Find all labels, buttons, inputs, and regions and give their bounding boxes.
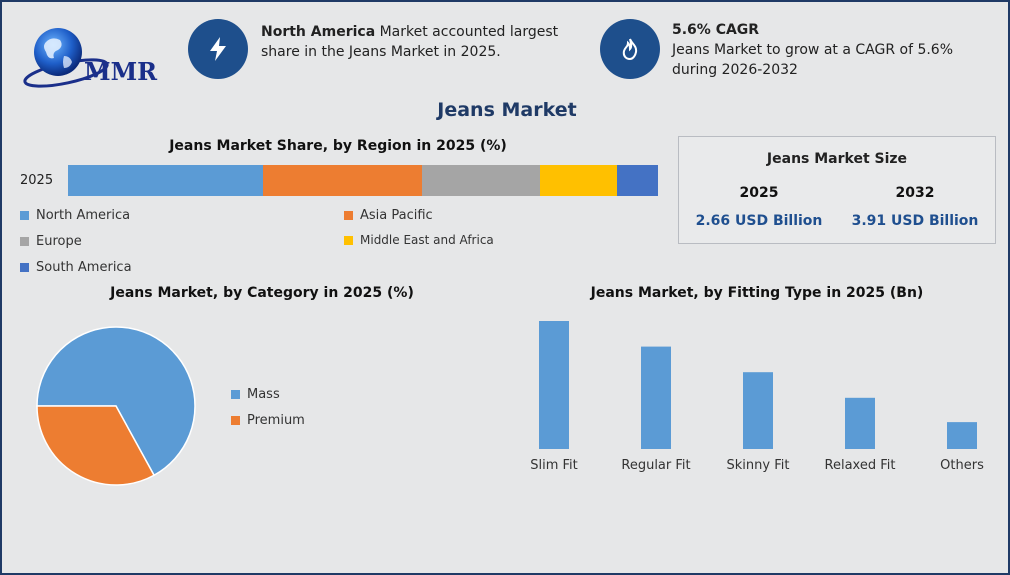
legend-premium: Premium — [231, 413, 305, 428]
legend-swatch — [20, 237, 29, 246]
region-stacked-bar — [68, 165, 658, 196]
bar-category-label: Regular Fit — [621, 458, 690, 473]
legend-label: Mass — [247, 387, 280, 402]
legend-europe: Europe — [20, 234, 82, 249]
info-1-bold: North America — [261, 24, 376, 40]
info-circle-1 — [188, 19, 248, 79]
bar-regular-fit — [641, 346, 671, 449]
legend-swatch — [344, 235, 353, 245]
bar-category-label: Others — [940, 458, 984, 473]
market-size-value: 3.91 USD Billion — [851, 213, 979, 229]
legend-label: Middle East and Africa — [360, 233, 494, 247]
pie-slice-premium — [36, 405, 156, 486]
legend-label: Premium — [247, 413, 305, 428]
segment-europe — [421, 165, 540, 196]
legend-south-america: South America — [20, 260, 132, 275]
bar-category-label: Relaxed Fit — [825, 458, 896, 473]
page-title: Jeans Market — [437, 99, 577, 121]
market-size-value: 2.66 USD Billion — [695, 213, 823, 229]
market-size-year: 2025 — [739, 185, 779, 201]
bar-relaxed-fit — [845, 397, 875, 449]
segment-mea — [539, 165, 617, 196]
legend-label: Asia Pacific — [360, 208, 433, 223]
info-2-bold: 5.6% CAGR — [672, 22, 760, 38]
mmr-logo: MMR — [23, 28, 158, 88]
fitting-chart-title: Jeans Market, by Fitting Type in 2025 (B… — [590, 285, 924, 301]
bar-others — [947, 422, 977, 449]
market-size-box: Jeans Market Size 2025 2.66 USD Billion … — [678, 136, 996, 244]
info-text-1: North America Market accounted largest s… — [261, 22, 581, 62]
bar-category-label: Slim Fit — [530, 458, 578, 473]
bar-category-label: Skinny Fit — [727, 458, 790, 473]
legend-asia-pacific: Asia Pacific — [344, 208, 433, 223]
segment-south-america — [616, 165, 658, 196]
legend-mea: Middle East and Africa — [344, 233, 494, 247]
fitting-bar-chart: Slim Fit Regular Fit Skinny Fit Relaxed Fit… — [530, 321, 984, 473]
fire-icon — [622, 38, 638, 61]
pie-slice-mass — [36, 326, 196, 477]
info-1-text: Market accounted largest share in the Je… — [261, 24, 559, 60]
region-chart-title: Jeans Market Share, by Region in 2025 (%… — [169, 138, 507, 154]
info-2-text: Jeans Market to grow at a CAGR of 5.6% d… — [672, 42, 954, 78]
legend-swatch — [231, 390, 240, 399]
legend-swatch — [20, 263, 29, 272]
info-circle-2 — [600, 19, 660, 79]
logo-text: MMR — [84, 57, 158, 86]
legend-mass: Mass — [231, 387, 280, 402]
bar-slim-fit — [539, 321, 569, 449]
legend-label: South America — [36, 260, 132, 275]
legend-swatch — [344, 211, 353, 220]
legend-label: Europe — [36, 234, 82, 249]
segment-north-america — [68, 165, 263, 196]
bar-skinny-fit — [743, 372, 773, 449]
category-chart-title: Jeans Market, by Category in 2025 (%) — [110, 285, 414, 301]
lightning-icon — [210, 37, 226, 61]
stacked-bar-year-label: 2025 — [20, 173, 54, 188]
legend-swatch — [231, 416, 240, 425]
market-size-title: Jeans Market Size — [766, 151, 908, 167]
market-size-year: 2032 — [895, 185, 935, 201]
info-text-2: 5.6% CAGR Jeans Market to grow at a CAGR… — [672, 20, 992, 80]
market-size-col-2025: 2025 2.66 USD Billion — [684, 185, 834, 229]
segment-asia-pacific — [262, 165, 422, 196]
market-size-col-2032: 2032 3.91 USD Billion — [840, 185, 990, 229]
category-pie-chart — [36, 326, 196, 486]
legend-north-america: North America — [20, 208, 130, 223]
legend-label: North America — [36, 208, 131, 223]
legend-swatch — [20, 211, 29, 220]
